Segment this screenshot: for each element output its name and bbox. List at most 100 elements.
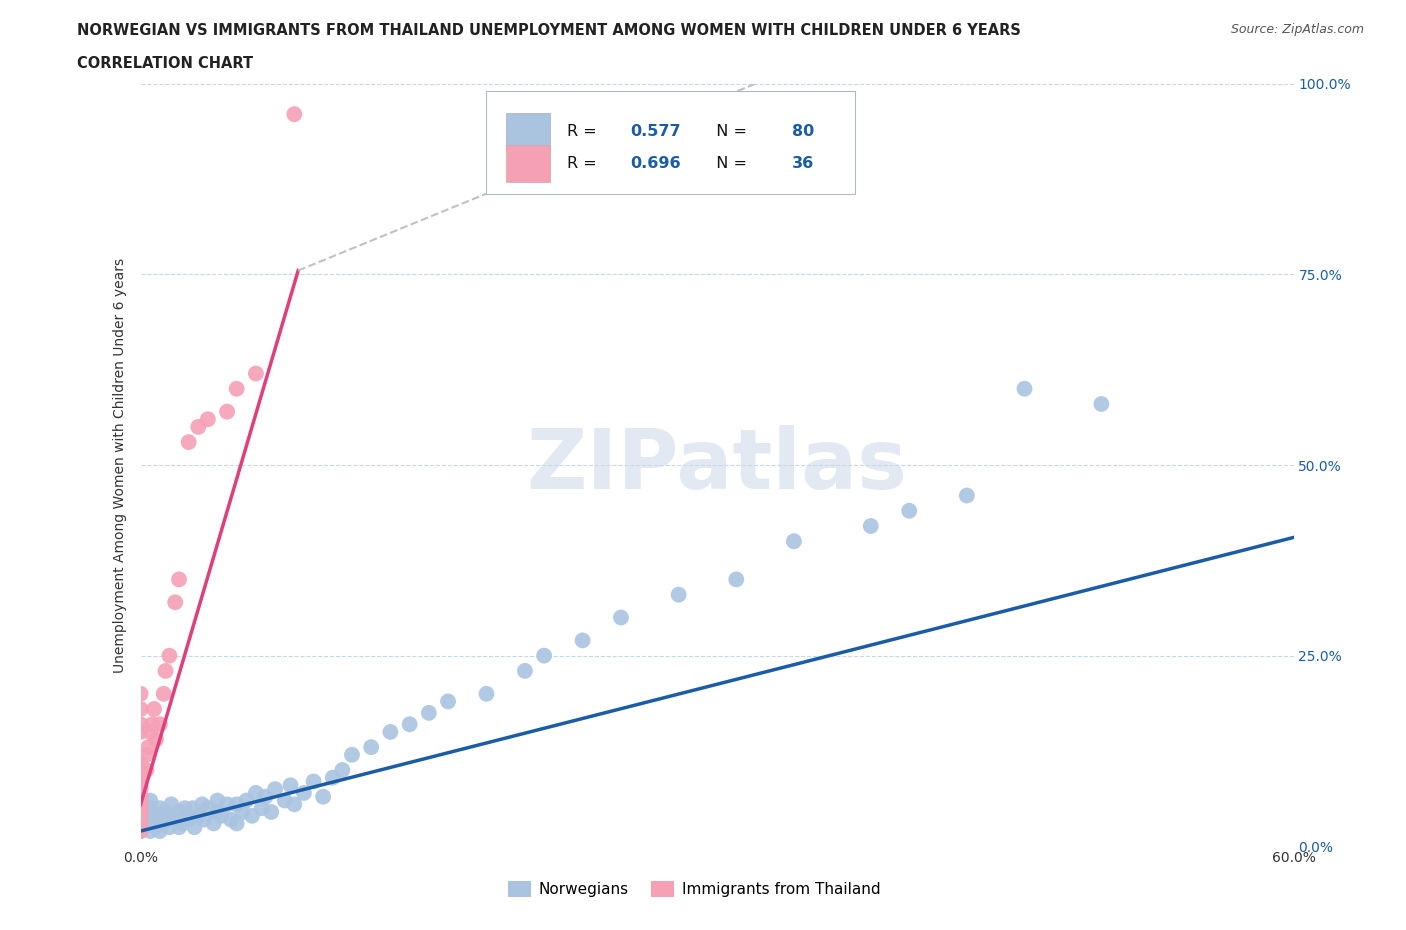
Point [302, 774, 325, 789]
Point [129, 812, 152, 827]
Point [283, 797, 305, 812]
Point [141, 717, 163, 732]
Point [135, 748, 157, 763]
Point [159, 648, 180, 663]
Point [129, 777, 152, 792]
Point [360, 739, 382, 754]
Point [149, 801, 172, 816]
Point [245, 366, 267, 381]
Point [197, 801, 219, 816]
Point [167, 820, 190, 835]
Point [149, 824, 172, 839]
Point [260, 804, 283, 819]
Point [135, 763, 157, 777]
Point [149, 717, 172, 732]
Text: 0.696: 0.696 [630, 156, 682, 171]
Point [149, 812, 172, 827]
Point [193, 812, 215, 827]
Text: N =: N = [706, 156, 752, 171]
FancyBboxPatch shape [506, 113, 550, 150]
Point [129, 816, 152, 830]
Text: Source: ZipAtlas.com: Source: ZipAtlas.com [1230, 23, 1364, 36]
Point [533, 648, 555, 663]
Point [437, 694, 460, 709]
Point [245, 786, 267, 801]
Point [250, 801, 273, 816]
Point [173, 801, 195, 816]
Point [225, 381, 247, 396]
Point [136, 739, 159, 754]
Point [898, 503, 921, 518]
Point [152, 816, 174, 830]
Point [143, 701, 166, 716]
Point [155, 804, 177, 819]
Point [165, 812, 187, 827]
Point [209, 808, 232, 823]
Point [322, 770, 344, 785]
Point [225, 797, 247, 812]
Point [152, 686, 174, 701]
Point [207, 804, 229, 819]
Point [274, 793, 297, 808]
Point [183, 820, 205, 835]
Point [177, 434, 200, 449]
Point [418, 706, 440, 721]
Point [129, 820, 152, 835]
FancyBboxPatch shape [486, 91, 855, 194]
Point [264, 781, 287, 796]
Text: CORRELATION CHART: CORRELATION CHART [77, 56, 253, 71]
Point [129, 801, 152, 816]
Point [129, 755, 152, 770]
Point [283, 107, 305, 122]
Point [129, 793, 152, 808]
Point [191, 797, 214, 812]
Text: R =: R = [567, 156, 602, 171]
Point [956, 488, 979, 503]
Point [129, 724, 152, 739]
Point [187, 808, 209, 823]
Text: 0.577: 0.577 [630, 124, 682, 139]
Point [145, 808, 167, 823]
Point [129, 812, 152, 827]
Point [571, 633, 593, 648]
Point [129, 781, 152, 796]
Text: 36: 36 [792, 156, 814, 171]
Point [207, 793, 229, 808]
Text: N =: N = [706, 124, 752, 139]
Point [145, 820, 167, 835]
Point [129, 797, 152, 812]
Point [167, 572, 190, 587]
Point [129, 824, 152, 839]
Point [159, 820, 180, 835]
Point [139, 816, 162, 830]
Point [129, 790, 152, 804]
Point [181, 801, 204, 816]
Point [129, 701, 152, 716]
Point [217, 405, 239, 419]
Point [380, 724, 402, 739]
Point [145, 732, 167, 747]
Point [139, 824, 162, 839]
Point [129, 790, 152, 804]
Point [129, 808, 152, 823]
Point [167, 804, 190, 819]
Legend: Norwegians, Immigrants from Thailand: Norwegians, Immigrants from Thailand [502, 875, 887, 903]
Point [859, 519, 882, 534]
Point [129, 804, 152, 819]
Point [129, 804, 152, 819]
Point [312, 790, 335, 804]
Text: ZIPatlas: ZIPatlas [527, 424, 907, 506]
Point [783, 534, 806, 549]
Point [240, 808, 263, 823]
Point [139, 793, 162, 808]
Point [231, 804, 253, 819]
Point [177, 812, 200, 827]
Point [187, 419, 209, 434]
Point [225, 816, 247, 830]
Point [129, 770, 152, 785]
Point [340, 748, 363, 763]
Point [129, 824, 152, 839]
Point [1090, 396, 1112, 411]
Point [202, 816, 225, 830]
Point [475, 686, 498, 701]
